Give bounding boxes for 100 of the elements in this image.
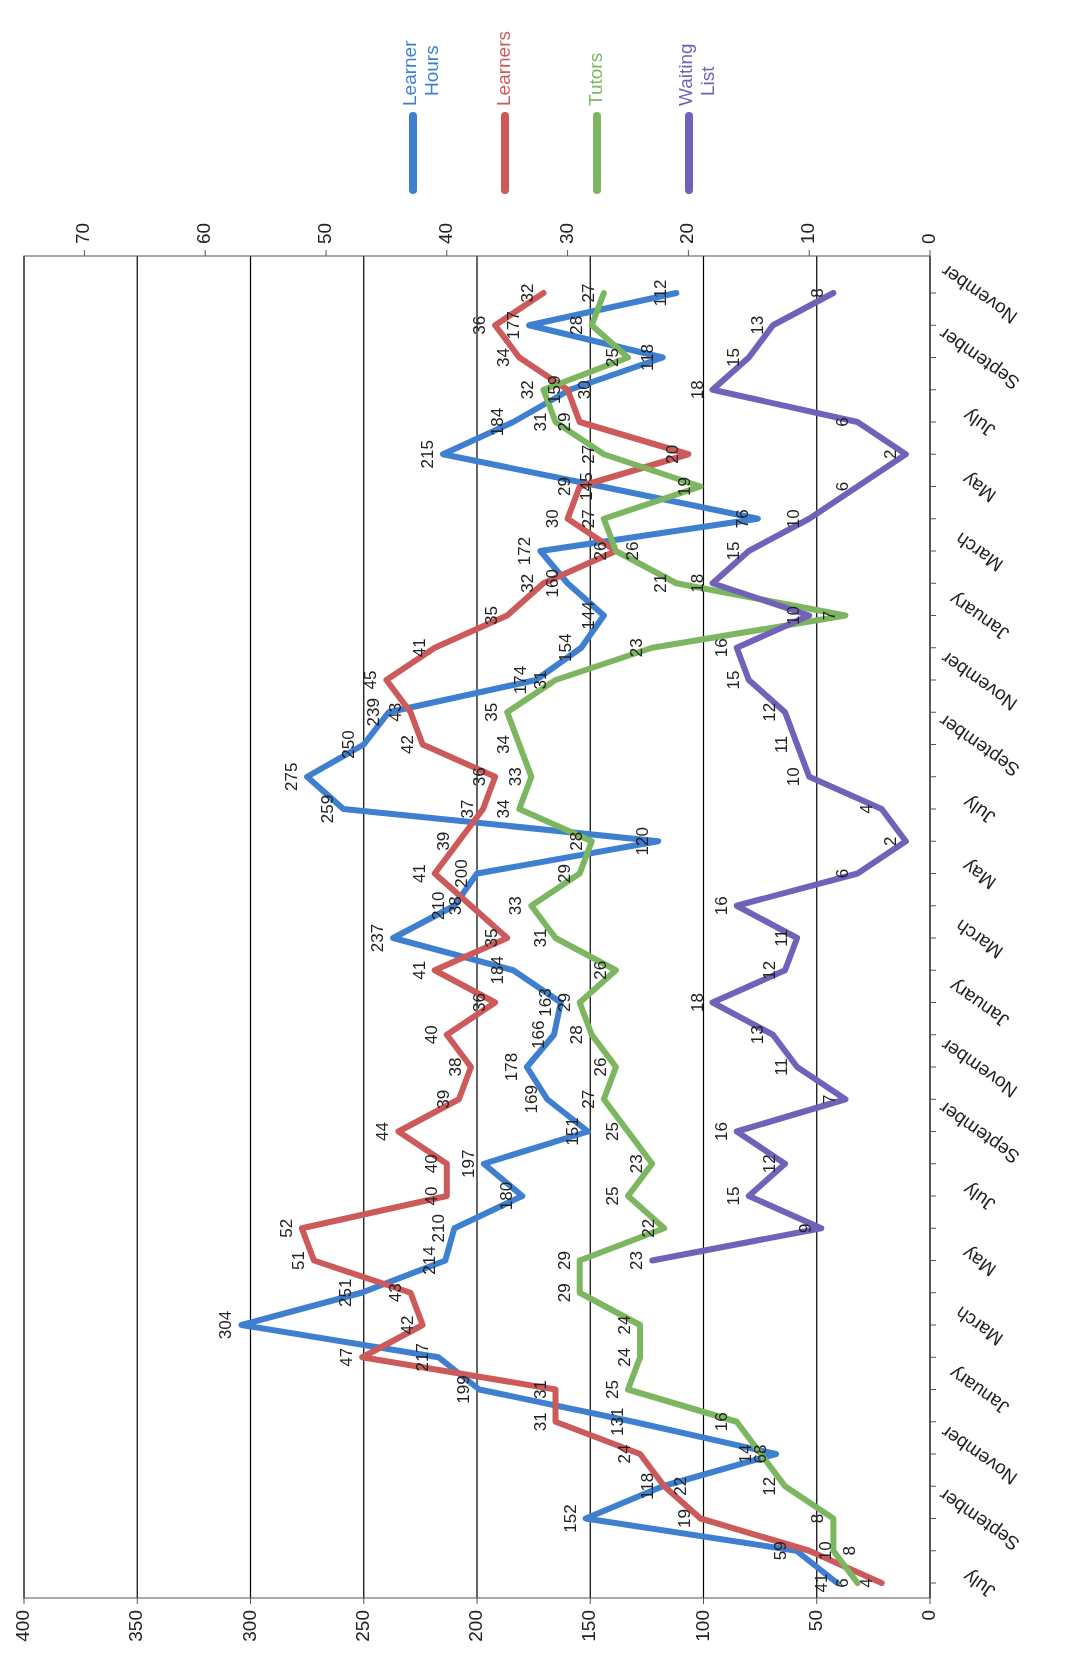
data-label: 144 — [578, 601, 598, 630]
data-label: 11 — [772, 929, 792, 947]
data-label: 11 — [772, 735, 792, 754]
data-label: 19 — [675, 477, 695, 496]
data-label: 36 — [470, 315, 490, 335]
data-label: 37 — [458, 799, 478, 819]
data-label: 27 — [578, 509, 598, 529]
text: Learner Hours — [399, 39, 442, 106]
data-label: 29 — [554, 993, 574, 1012]
data-label: 43 — [385, 702, 405, 722]
data-label: 32 — [518, 573, 538, 593]
data-label: 215 — [418, 440, 438, 469]
data-label: 26 — [590, 1057, 610, 1077]
data-label: 12 — [760, 960, 780, 980]
data-label: 31 — [530, 1380, 550, 1399]
data-label: 16 — [711, 1412, 731, 1432]
data-label: 13 — [747, 315, 767, 335]
y-tick-label: July — [958, 791, 1000, 829]
data-label: 18 — [687, 573, 707, 593]
x-tick-label: 400 — [12, 1610, 34, 1642]
data-label: 22 — [639, 1218, 659, 1238]
data-label: 7 — [820, 1094, 840, 1104]
data-label: 24 — [615, 1315, 635, 1335]
data-label: 131 — [608, 1407, 628, 1436]
data-label: 2 — [880, 449, 900, 459]
data-label: 27 — [578, 283, 598, 303]
data-label: 199 — [454, 1375, 474, 1404]
data-label: 31 — [530, 412, 550, 432]
data-label: 154 — [556, 633, 576, 662]
data-label: 40 — [421, 1025, 441, 1045]
data-label: 35 — [482, 928, 502, 948]
data-label: 33 — [506, 767, 526, 787]
data-label: 160 — [542, 569, 562, 598]
data-label: 42 — [397, 735, 417, 754]
x2-tick-label: 10 — [797, 222, 819, 244]
data-label: 18 — [687, 380, 707, 400]
data-label: 12 — [760, 702, 780, 722]
data-label: 34 — [494, 735, 514, 754]
x2-tick-label: 60 — [193, 222, 215, 244]
data-label: 145 — [576, 472, 596, 501]
data-label: 6 — [832, 1578, 852, 1588]
data-label: 25 — [603, 1122, 622, 1141]
data-label: 21 — [651, 573, 671, 593]
y-tick-label: May — [958, 855, 1000, 894]
data-label: 15 — [723, 1186, 743, 1206]
x-tick-label: 0 — [918, 1610, 940, 1621]
data-label: 26 — [622, 541, 642, 561]
data-label: 10 — [784, 606, 804, 625]
data-label: 34 — [494, 799, 514, 819]
data-label: 23 — [627, 638, 647, 658]
data-label: 31 — [530, 928, 550, 948]
data-label: 26 — [590, 960, 610, 980]
data-label: 26 — [590, 541, 610, 561]
data-label: 13 — [747, 1025, 767, 1045]
x-tick-label: 50 — [804, 1610, 826, 1632]
data-label: 45 — [361, 670, 381, 690]
data-label: 35 — [482, 702, 502, 722]
data-label: 10 — [784, 767, 804, 787]
data-label: 16 — [711, 638, 731, 658]
x2-tick-label: 70 — [72, 222, 94, 244]
data-label: 39 — [433, 1089, 453, 1109]
data-label: 2 — [880, 836, 900, 846]
data-label: 169 — [522, 1085, 542, 1114]
data-label: 32 — [518, 380, 538, 400]
data-label: 28 — [566, 315, 586, 335]
data-label: 4 — [856, 1578, 876, 1588]
data-label: 151 — [562, 1117, 582, 1146]
x2-tick-label: 40 — [434, 222, 456, 244]
data-label: 19 — [675, 1509, 695, 1528]
data-label: 36 — [470, 993, 490, 1012]
data-label: 210 — [429, 1214, 449, 1243]
y-tick-label: July — [958, 1178, 1000, 1216]
x-tick-label: 150 — [578, 1610, 600, 1642]
data-label: 177 — [504, 311, 524, 340]
data-label: 172 — [515, 536, 535, 566]
data-label: 8 — [840, 1546, 860, 1556]
data-label: 275 — [282, 762, 302, 791]
data-label: 33 — [506, 896, 526, 916]
data-label: 23 — [627, 1251, 647, 1270]
data-label: 184 — [488, 407, 508, 437]
data-label: 41 — [409, 960, 429, 980]
data-label: 15 — [723, 670, 743, 690]
data-label: 29 — [554, 477, 574, 496]
data-label: 304 — [216, 1310, 236, 1340]
data-label: 52 — [276, 1218, 296, 1238]
data-label: 28 — [566, 1025, 586, 1045]
data-label: 166 — [529, 1020, 549, 1049]
data-label: 10 — [816, 1541, 836, 1561]
x-tick-label: 250 — [351, 1610, 373, 1642]
data-label: 12 — [760, 1154, 780, 1174]
x2-tick-label: 50 — [314, 222, 336, 244]
data-label: 12 — [760, 1476, 780, 1496]
data-label: 6 — [832, 868, 852, 879]
data-label: 15 — [723, 348, 743, 367]
data-label: 251 — [336, 1278, 356, 1307]
data-label: 23 — [627, 1154, 647, 1174]
data-label: 197 — [458, 1149, 478, 1178]
data-label: 41 — [409, 638, 429, 658]
data-label: 25 — [603, 348, 622, 367]
data-label: 30 — [574, 380, 594, 400]
